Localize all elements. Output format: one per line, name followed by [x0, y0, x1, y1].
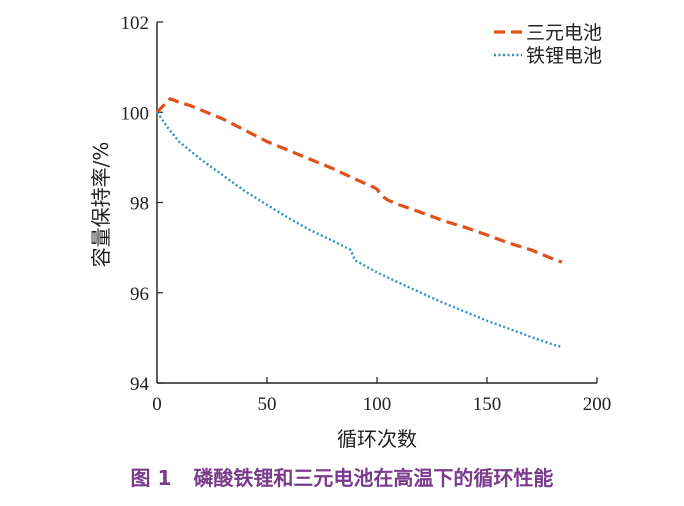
figure-caption: 图 1 磷酸铁锂和三元电池在高温下的循环性能 — [0, 462, 684, 491]
x-tick-label: 0 — [152, 394, 162, 415]
legend-label-1: 三元电池 — [526, 22, 602, 44]
series-line-2 — [156, 111, 563, 349]
caption-text: 磷酸铁锂和三元电池在高温下的循环性能 — [193, 466, 554, 490]
y-axis-title: 容量保持率/% — [89, 142, 113, 268]
y-tick-label: 94 — [130, 374, 150, 395]
x-axis-title: 循环次数 — [337, 427, 417, 451]
y-tick-label: 100 — [121, 103, 150, 124]
y-tick-label: 96 — [130, 284, 149, 305]
axis-ticks: 0 50 100 150 200 94 96 98 100 102 — [121, 13, 612, 415]
axes-frame — [156, 22, 597, 384]
y-tick-label: 98 — [130, 194, 149, 215]
x-tick-label: 50 — [258, 394, 277, 415]
series-line-1 — [155, 97, 563, 264]
caption-number: 图 1 — [130, 466, 172, 490]
y-tick-label: 102 — [121, 13, 150, 34]
legend-label-2: 铁锂电池 — [526, 45, 602, 67]
x-tick-label: 100 — [363, 394, 392, 415]
x-tick-label: 200 — [583, 394, 612, 415]
x-tick-label: 150 — [473, 394, 502, 415]
series-layer — [155, 97, 563, 349]
